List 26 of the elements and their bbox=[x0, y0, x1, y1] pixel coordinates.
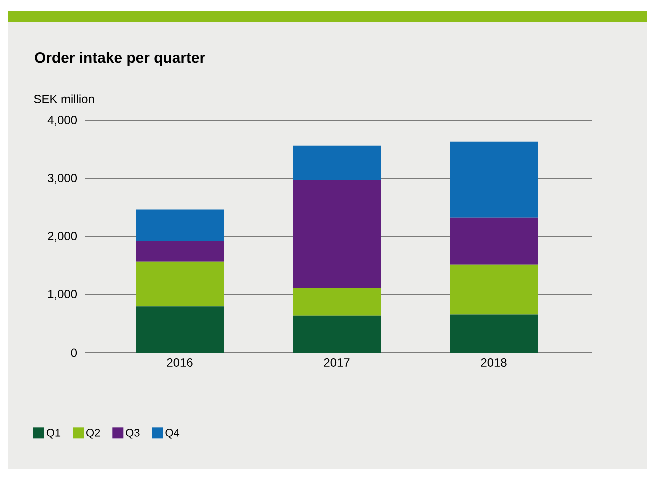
bar bbox=[450, 218, 538, 265]
bar bbox=[450, 314, 538, 353]
chart-title: Order intake per quarter bbox=[35, 52, 206, 66]
y-tick-label: 2,000 bbox=[48, 232, 78, 242]
y-tick-label: 4,000 bbox=[48, 116, 78, 126]
legend-label: Q4 bbox=[166, 429, 180, 439]
bar bbox=[136, 241, 224, 262]
bar bbox=[450, 264, 538, 315]
y-tick-label: 0 bbox=[71, 348, 78, 358]
bar bbox=[293, 180, 382, 288]
y-tick-label: 3,000 bbox=[48, 174, 78, 184]
bar bbox=[136, 210, 224, 242]
x-tick-label: 2017 bbox=[324, 358, 350, 367]
legend-label: Q1 bbox=[46, 429, 61, 439]
legend-label: Q3 bbox=[126, 429, 140, 439]
bar bbox=[293, 146, 382, 180]
bar bbox=[293, 288, 382, 316]
x-tick-label: 2018 bbox=[481, 358, 507, 367]
bar bbox=[293, 316, 382, 353]
x-tick-label: 2016 bbox=[167, 358, 193, 367]
y-axis-title: SEK million bbox=[34, 94, 94, 104]
bar bbox=[450, 142, 538, 218]
bar bbox=[136, 262, 224, 307]
legend-label: Q2 bbox=[86, 429, 100, 439]
bar bbox=[136, 306, 224, 353]
y-tick-label: 1,000 bbox=[48, 290, 78, 300]
